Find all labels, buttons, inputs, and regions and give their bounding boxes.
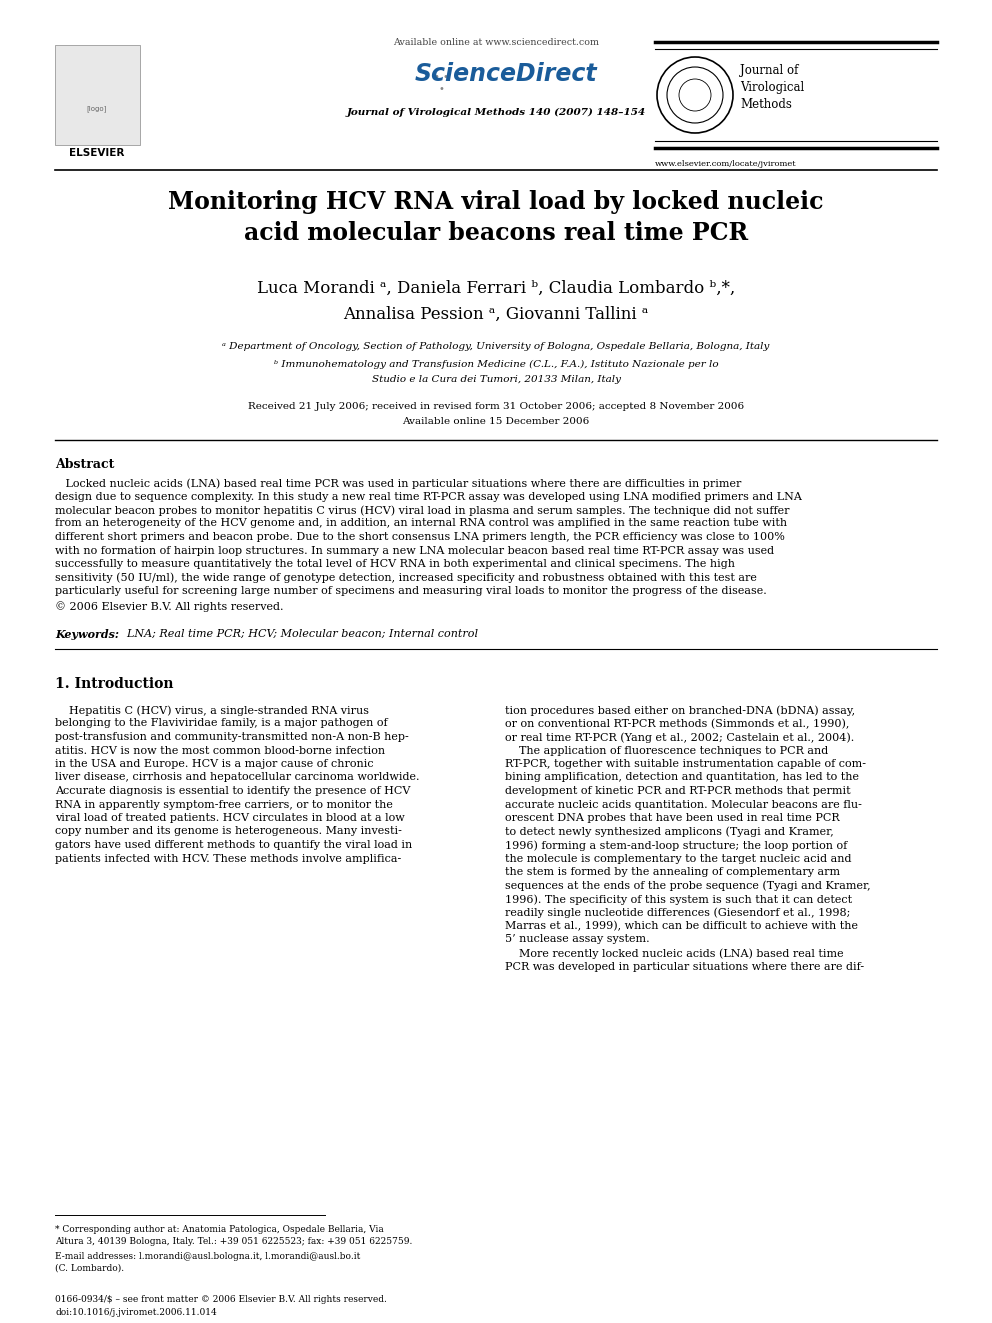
Text: More recently locked nucleic acids (LNA) based real time: More recently locked nucleic acids (LNA)… xyxy=(505,949,843,959)
Text: RT-PCR, together with suitable instrumentation capable of com-: RT-PCR, together with suitable instrumen… xyxy=(505,759,866,769)
Text: Hepatitis C (HCV) virus, a single-stranded RNA virus: Hepatitis C (HCV) virus, a single-strand… xyxy=(55,705,369,716)
Text: molecular beacon probes to monitor hepatitis C virus (HCV) viral load in plasma : molecular beacon probes to monitor hepat… xyxy=(55,505,790,516)
Text: Available online at www.sciencedirect.com: Available online at www.sciencedirect.co… xyxy=(393,38,599,48)
Text: atitis. HCV is now the most common blood-borne infection: atitis. HCV is now the most common blood… xyxy=(55,745,385,755)
Text: Journal of
Virological
Methods: Journal of Virological Methods xyxy=(740,64,805,111)
Text: bining amplification, detection and quantitation, has led to the: bining amplification, detection and quan… xyxy=(505,773,859,782)
Text: sequences at the ends of the probe sequence (Tyagi and Kramer,: sequences at the ends of the probe seque… xyxy=(505,881,871,892)
Text: Annalisa Pession ᵃ, Giovanni Tallini ᵃ: Annalisa Pession ᵃ, Giovanni Tallini ᵃ xyxy=(343,306,649,323)
Text: viral load of treated patients. HCV circulates in blood at a low: viral load of treated patients. HCV circ… xyxy=(55,814,405,823)
Text: doi:10.1016/j.jviromet.2006.11.014: doi:10.1016/j.jviromet.2006.11.014 xyxy=(55,1308,216,1316)
Text: Available online 15 December 2006: Available online 15 December 2006 xyxy=(403,417,589,426)
Text: E-mail addresses: l.morandi@ausl.bologna.it, l.morandi@ausl.bo.it: E-mail addresses: l.morandi@ausl.bologna… xyxy=(55,1252,360,1261)
Text: to detect newly synthesized amplicons (Tyagi and Kramer,: to detect newly synthesized amplicons (T… xyxy=(505,827,833,837)
Text: Studio e la Cura dei Tumori, 20133 Milan, Italy: Studio e la Cura dei Tumori, 20133 Milan… xyxy=(371,374,621,384)
Text: Luca Morandi ᵃ, Daniela Ferrari ᵇ, Claudia Lombardo ᵇ,*,: Luca Morandi ᵃ, Daniela Ferrari ᵇ, Claud… xyxy=(257,280,735,296)
Text: ELSEVIER: ELSEVIER xyxy=(69,148,125,157)
Text: Journal of Virological Methods 140 (2007) 148–154: Journal of Virological Methods 140 (2007… xyxy=(346,108,646,118)
Text: orescent DNA probes that have been used in real time PCR: orescent DNA probes that have been used … xyxy=(505,814,839,823)
Text: [logo]: [logo] xyxy=(87,105,107,111)
Text: 0166-0934/$ – see front matter © 2006 Elsevier B.V. All rights reserved.: 0166-0934/$ – see front matter © 2006 El… xyxy=(55,1295,387,1304)
Text: * Corresponding author at: Anatomia Patologica, Ospedale Bellaria, Via: * Corresponding author at: Anatomia Pato… xyxy=(55,1225,384,1234)
Text: from an heterogeneity of the HCV genome and, in addition, an internal RNA contro: from an heterogeneity of the HCV genome … xyxy=(55,519,787,528)
Text: Received 21 July 2006; received in revised form 31 October 2006; accepted 8 Nove: Received 21 July 2006; received in revis… xyxy=(248,402,744,411)
Text: or on conventional RT-PCR methods (Simmonds et al., 1990),: or on conventional RT-PCR methods (Simmo… xyxy=(505,718,849,729)
Text: with no formation of hairpin loop structures. In summary a new LNA molecular bea: with no formation of hairpin loop struct… xyxy=(55,545,774,556)
Text: successfully to measure quantitatively the total level of HCV RNA in both experi: successfully to measure quantitatively t… xyxy=(55,560,735,569)
Text: © 2006 Elsevier B.V. All rights reserved.: © 2006 Elsevier B.V. All rights reserved… xyxy=(55,602,284,613)
Text: Monitoring HCV RNA viral load by locked nucleic
acid molecular beacons real time: Monitoring HCV RNA viral load by locked … xyxy=(169,191,823,245)
Text: sensitivity (50 IU/ml), the wide range of genotype detection, increased specific: sensitivity (50 IU/ml), the wide range o… xyxy=(55,573,757,583)
Text: belonging to the Flaviviridae family, is a major pathogen of: belonging to the Flaviviridae family, is… xyxy=(55,718,388,729)
Text: www.elsevier.com/locate/jviromet: www.elsevier.com/locate/jviromet xyxy=(655,160,797,168)
Text: 5’ nuclease assay system.: 5’ nuclease assay system. xyxy=(505,934,650,945)
Text: ScienceDirect: ScienceDirect xyxy=(415,62,597,86)
Text: or real time RT-PCR (Yang et al., 2002; Castelain et al., 2004).: or real time RT-PCR (Yang et al., 2002; … xyxy=(505,732,854,742)
Text: particularly useful for screening large number of specimens and measuring viral : particularly useful for screening large … xyxy=(55,586,767,595)
Text: Locked nucleic acids (LNA) based real time PCR was used in particular situations: Locked nucleic acids (LNA) based real ti… xyxy=(55,478,741,488)
Text: PCR was developed in particular situations where there are dif-: PCR was developed in particular situatio… xyxy=(505,962,864,971)
Text: the molecule is complementary to the target nucleic acid and: the molecule is complementary to the tar… xyxy=(505,853,851,864)
Text: Keywords:: Keywords: xyxy=(55,628,119,640)
Text: different short primers and beacon probe. Due to the short consensus LNA primers: different short primers and beacon probe… xyxy=(55,532,785,542)
Text: gators have used different methods to quantify the viral load in: gators have used different methods to qu… xyxy=(55,840,413,849)
Text: Altura 3, 40139 Bologna, Italy. Tel.: +39 051 6225523; fax: +39 051 6225759.: Altura 3, 40139 Bologna, Italy. Tel.: +3… xyxy=(55,1237,413,1246)
Text: accurate nucleic acids quantitation. Molecular beacons are flu-: accurate nucleic acids quantitation. Mol… xyxy=(505,799,862,810)
Text: (C. Lombardo).: (C. Lombardo). xyxy=(55,1263,124,1273)
Text: Marras et al., 1999), which can be difficult to achieve with the: Marras et al., 1999), which can be diffi… xyxy=(505,921,858,931)
Text: development of kinetic PCR and RT-PCR methods that permit: development of kinetic PCR and RT-PCR me… xyxy=(505,786,850,796)
Text: Abstract: Abstract xyxy=(55,458,114,471)
Text: readily single nucleotide differences (Giesendorf et al., 1998;: readily single nucleotide differences (G… xyxy=(505,908,850,918)
Text: ᵇ Immunohematology and Transfusion Medicine (C.L., F.A.), Istituto Nazionale per: ᵇ Immunohematology and Transfusion Medic… xyxy=(274,360,718,369)
Text: patients infected with HCV. These methods involve amplifica-: patients infected with HCV. These method… xyxy=(55,853,401,864)
Text: liver disease, cirrhosis and hepatocellular carcinoma worldwide.: liver disease, cirrhosis and hepatocellu… xyxy=(55,773,420,782)
Text: 1996). The specificity of this system is such that it can detect: 1996). The specificity of this system is… xyxy=(505,894,852,905)
Bar xyxy=(55,45,140,146)
Text: Accurate diagnosis is essential to identify the presence of HCV: Accurate diagnosis is essential to ident… xyxy=(55,786,411,796)
Text: in the USA and Europe. HCV is a major cause of chronic: in the USA and Europe. HCV is a major ca… xyxy=(55,759,374,769)
Text: 1996) forming a stem-and-loop structure; the loop portion of: 1996) forming a stem-and-loop structure;… xyxy=(505,840,847,851)
Text: 1. Introduction: 1. Introduction xyxy=(55,677,174,691)
Text: copy number and its genome is heterogeneous. Many investi-: copy number and its genome is heterogene… xyxy=(55,827,402,836)
Text: tion procedures based either on branched-DNA (bDNA) assay,: tion procedures based either on branched… xyxy=(505,705,855,716)
Text: RNA in apparently symptom-free carriers, or to monitor the: RNA in apparently symptom-free carriers,… xyxy=(55,799,393,810)
Text: • •
•: • • • xyxy=(434,71,448,94)
Text: ᵃ Department of Oncology, Section of Pathology, University of Bologna, Ospedale : ᵃ Department of Oncology, Section of Pat… xyxy=(222,343,770,351)
Text: LNA; Real time PCR; HCV; Molecular beacon; Internal control: LNA; Real time PCR; HCV; Molecular beaco… xyxy=(120,628,478,639)
Text: The application of fluorescence techniques to PCR and: The application of fluorescence techniqu… xyxy=(505,745,828,755)
Text: the stem is formed by the annealing of complementary arm: the stem is formed by the annealing of c… xyxy=(505,867,840,877)
Text: post-transfusion and community-transmitted non-A non-B hep-: post-transfusion and community-transmitt… xyxy=(55,732,409,742)
Text: design due to sequence complexity. In this study a new real time RT-PCR assay wa: design due to sequence complexity. In th… xyxy=(55,492,802,501)
